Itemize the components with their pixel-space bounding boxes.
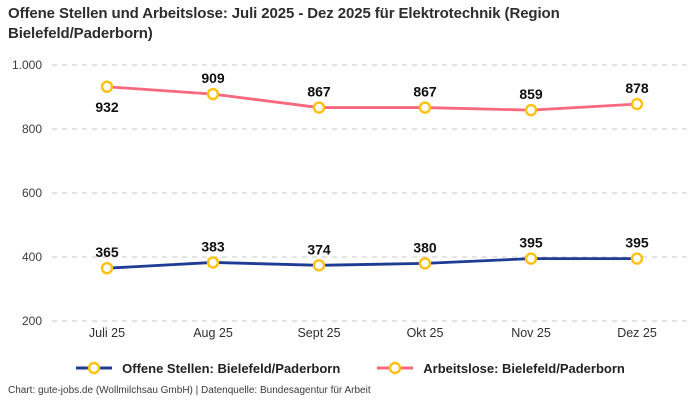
- data-label: 867: [307, 84, 331, 100]
- y-axis-tick-label: 1.000: [12, 58, 42, 72]
- data-point-marker: [630, 252, 644, 265]
- x-axis-tick-label: Okt 25: [407, 326, 444, 340]
- data-point-marker: [312, 101, 326, 114]
- x-axis-tick-label: Sept 25: [297, 326, 340, 340]
- legend-item-offene-stellen: Offene Stellen: Bielefeld/Paderborn: [75, 361, 340, 376]
- data-point-marker: [100, 262, 114, 275]
- data-label: 380: [413, 239, 437, 255]
- data-label: 365: [95, 244, 119, 260]
- x-axis-tick-label: Aug 25: [193, 326, 233, 340]
- data-point-marker: [206, 256, 220, 269]
- chart-legend: Offene Stellen: Bielefeld/Paderborn Arbe…: [0, 356, 700, 380]
- data-label: 395: [625, 235, 649, 251]
- data-label: 932: [95, 99, 119, 115]
- data-point-marker: [524, 103, 538, 117]
- legend-item-arbeitslose: Arbeitslose: Bielefeld/Paderborn: [376, 361, 625, 376]
- chart-attribution: Chart: gute-jobs.de (Wollmilchsau GmbH) …: [8, 385, 371, 396]
- data-point-marker: [418, 101, 432, 114]
- x-axis-tick-label: Juli 25: [89, 326, 125, 340]
- legend-swatch-line-marker-icon: [76, 361, 113, 375]
- data-label: 374: [307, 241, 331, 257]
- legend-swatch-line-marker-icon: [377, 361, 414, 375]
- y-axis-tick-label: 800: [22, 122, 42, 136]
- series-line: [105, 85, 639, 112]
- data-label: 867: [413, 84, 437, 100]
- y-axis-tick-label: 600: [22, 186, 42, 200]
- legend-label-arbeitslose: Arbeitslose: Bielefeld/Paderborn: [423, 360, 625, 376]
- data-label: 878: [625, 80, 649, 96]
- data-label: 383: [201, 238, 225, 254]
- legend-label-offene-stellen: Offene Stellen: Bielefeld/Paderborn: [122, 360, 341, 376]
- data-label: 909: [201, 70, 225, 86]
- x-axis-tick-label: Nov 25: [511, 326, 551, 340]
- x-axis-tick-label: Dez 25: [617, 326, 657, 340]
- data-point-marker: [630, 97, 644, 111]
- data-point-marker: [418, 257, 432, 270]
- data-point-marker: [312, 259, 326, 272]
- series-line: [105, 257, 639, 270]
- data-point-marker: [524, 252, 538, 265]
- chart-title: Offene Stellen und Arbeitslose: Juli 202…: [8, 5, 560, 42]
- data-point-marker: [100, 80, 114, 93]
- data-label: 395: [519, 235, 543, 251]
- data-label: 859: [519, 86, 543, 102]
- data-point-marker: [206, 87, 220, 101]
- y-axis-tick-label: 400: [22, 250, 42, 264]
- y-axis-tick-label: 200: [22, 314, 42, 328]
